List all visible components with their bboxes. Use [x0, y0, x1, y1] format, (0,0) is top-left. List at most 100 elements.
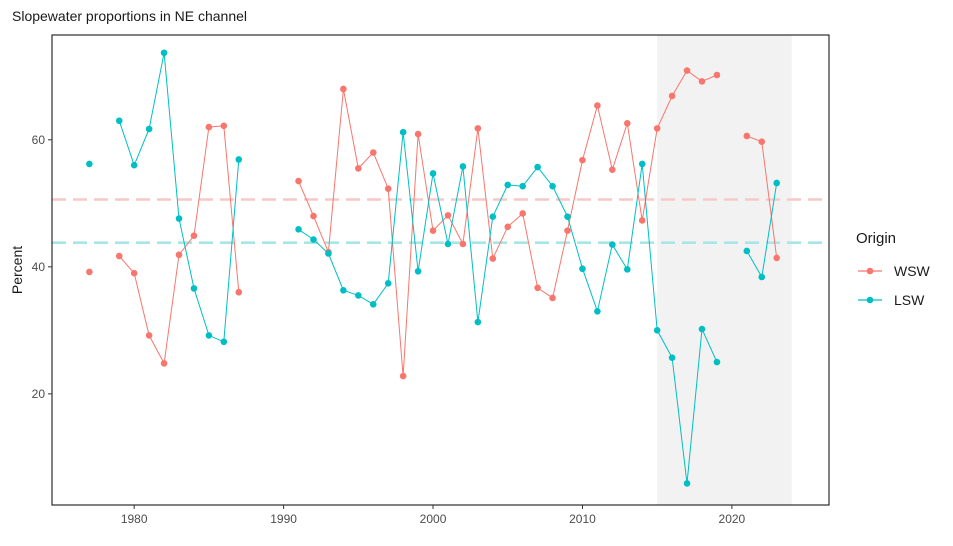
data-point-wsw [534, 284, 541, 292]
data-point-wsw [369, 149, 377, 156]
legend-label-wsw: WSW [894, 263, 931, 279]
data-point-lsw [489, 213, 497, 220]
data-point-lsw [235, 156, 243, 163]
data-point-wsw [295, 177, 302, 185]
data-point-lsw [429, 170, 437, 177]
data-point-lsw [609, 241, 616, 248]
data-point-lsw [205, 332, 213, 339]
data-point-lsw [190, 285, 198, 292]
data-point-lsw [579, 265, 586, 273]
data-point-lsw [698, 325, 706, 333]
plot-panel-border [51, 34, 830, 506]
y-tick-label: 60 [32, 133, 46, 147]
data-point-wsw [623, 119, 631, 127]
series-line-lsw [118, 52, 240, 343]
data-point-lsw [683, 480, 691, 487]
data-point-lsw [459, 163, 467, 170]
data-point-wsw [758, 138, 766, 146]
data-point-lsw [175, 215, 183, 222]
data-point-lsw [549, 182, 556, 190]
data-point-lsw [310, 236, 317, 243]
data-point-lsw [474, 318, 482, 326]
data-point-wsw [235, 288, 243, 296]
data-point-lsw [773, 179, 781, 187]
data-point-wsw [519, 210, 526, 217]
chart-title: Slopewater proportions in NE channel [12, 8, 248, 24]
data-point-wsw [355, 165, 362, 172]
data-point-lsw [758, 273, 766, 281]
y-tick-label: 20 [32, 387, 46, 401]
data-point-wsw [549, 294, 556, 302]
data-point-wsw [504, 223, 512, 231]
y-tick-label: 40 [32, 260, 46, 274]
data-point-wsw [429, 227, 437, 234]
legend-key-point-wsw [866, 267, 874, 275]
data-point-lsw [653, 327, 661, 334]
legend-title: Origin [856, 230, 896, 247]
data-point-wsw [594, 102, 601, 109]
data-point-wsw [609, 166, 616, 173]
data-point-lsw [564, 213, 571, 220]
data-point-lsw [414, 267, 422, 275]
series-line-wsw [118, 125, 240, 365]
data-point-wsw [564, 227, 571, 234]
data-point-wsw [743, 132, 751, 140]
data-point-wsw [340, 85, 347, 93]
data-point-lsw [355, 292, 362, 299]
legend: Origin WSW LSW [856, 230, 931, 308]
data-point-lsw [638, 160, 646, 168]
data-point-wsw [115, 252, 123, 260]
legend-label-lsw: LSW [894, 292, 925, 308]
x-tick-label: 2000 [420, 512, 447, 526]
data-point-wsw [698, 78, 706, 85]
data-point-wsw [130, 269, 138, 277]
data-point-wsw [713, 71, 721, 79]
data-point-lsw [713, 358, 721, 366]
data-point-wsw [220, 122, 228, 130]
data-point-lsw [220, 338, 228, 346]
data-point-lsw [325, 250, 332, 257]
data-point-wsw [668, 92, 676, 100]
data-point-wsw [190, 232, 198, 240]
y-axis-title: Percent [9, 246, 25, 294]
x-tick-label: 1990 [270, 512, 297, 526]
highlight-region [657, 35, 792, 505]
data-point-wsw [160, 360, 168, 367]
data-point-wsw [175, 251, 183, 259]
highlight-region-layer [657, 35, 792, 505]
data-point-wsw [474, 125, 482, 132]
data-point-lsw [369, 300, 377, 308]
x-tick-label: 2020 [719, 512, 746, 526]
data-point-lsw [340, 287, 347, 294]
data-point-lsw [504, 181, 512, 189]
data-point-lsw [399, 128, 407, 136]
series-points-layer [86, 49, 781, 487]
reference-lines-layer [52, 198, 829, 244]
data-point-lsw [160, 49, 168, 57]
data-point-wsw [145, 332, 153, 339]
legend-key-point-lsw [866, 296, 874, 304]
x-tick-label: 1980 [121, 512, 148, 526]
data-point-lsw [295, 226, 302, 233]
data-point-lsw [115, 117, 123, 125]
data-point-wsw [399, 372, 407, 380]
data-point-lsw [444, 240, 452, 248]
data-point-lsw [743, 247, 751, 255]
data-point-lsw [594, 307, 601, 315]
data-point-wsw [310, 212, 317, 220]
data-point-lsw [86, 160, 93, 168]
data-point-lsw [384, 280, 392, 287]
data-point-wsw [414, 130, 422, 138]
x-tick-label: 2010 [569, 512, 596, 526]
data-point-wsw [205, 123, 213, 131]
data-point-wsw [459, 240, 467, 248]
data-point-wsw [384, 185, 392, 193]
data-point-wsw [489, 255, 497, 262]
data-point-wsw [653, 125, 661, 132]
data-point-lsw [534, 163, 541, 171]
data-point-lsw [668, 354, 676, 361]
data-point-wsw [579, 156, 586, 164]
data-point-wsw [683, 67, 691, 74]
